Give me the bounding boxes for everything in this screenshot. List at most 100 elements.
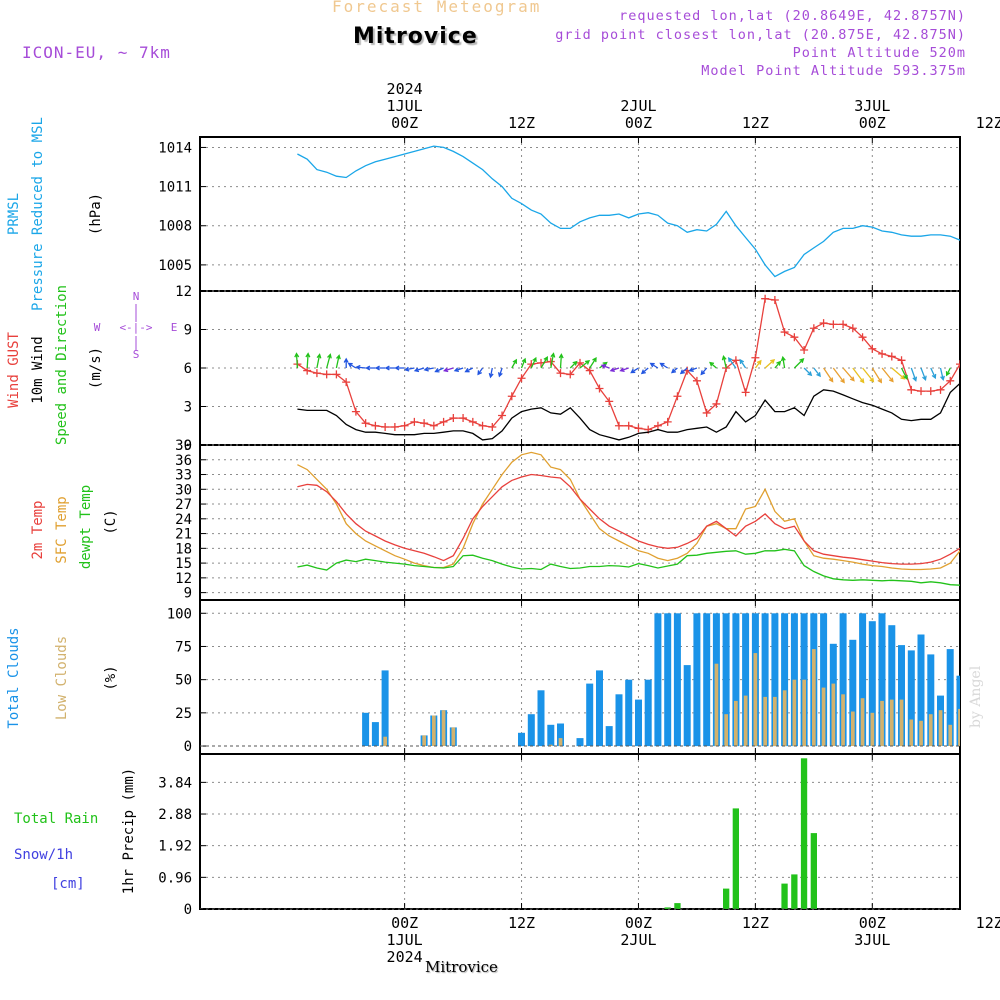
top-time-label: 00Z (391, 114, 418, 132)
gust-marker (926, 387, 935, 396)
bar-low-clouds (968, 708, 972, 747)
gust-marker (790, 333, 799, 342)
panel-label: 2m Temp (30, 500, 46, 559)
gust-marker (429, 421, 438, 430)
bottom-time-label: 12Z (508, 914, 535, 932)
y-tick-label: 9 (184, 586, 192, 602)
gust-marker (351, 407, 360, 416)
wind-direction-arrow (488, 367, 494, 379)
model-label: ICON-EU, ~ 7km (22, 43, 171, 62)
panel-label: SFC Temp (54, 496, 70, 563)
gust-marker (731, 356, 740, 365)
bar-low-clouds (743, 695, 748, 746)
bottom-time-label: 12Z (976, 914, 1000, 932)
bar-total-clouds (635, 699, 642, 747)
wind-direction-arrow (294, 352, 300, 369)
series-line-10m-wind (297, 382, 960, 441)
panel-data-clouds (200, 613, 991, 747)
wind-direction-arrow (721, 354, 727, 369)
bar-low-clouds (889, 699, 894, 747)
gust-marker (653, 421, 662, 430)
bar-low-clouds (782, 690, 787, 747)
panel-precip: 0 0.96 1.92 2.88 3.84 Total Rain Snow/1h [cm] 1h… (14, 753, 961, 918)
bar-low-clouds (987, 716, 991, 747)
wind-direction-arrow (970, 368, 982, 382)
gust-marker (634, 424, 643, 433)
top-time-label: 12Z (508, 114, 535, 132)
gust-marker (614, 421, 623, 430)
bar-total-clouds (927, 654, 935, 746)
gust-marker (342, 378, 351, 387)
footer-station-label: Mitrovice (425, 958, 498, 976)
compass-east: E (171, 321, 178, 334)
point-altitude: Point Altitude 520m (792, 45, 966, 61)
gust-marker (878, 349, 887, 358)
compass-south: S (133, 348, 140, 361)
gust-marker (439, 417, 448, 426)
gust-marker (692, 376, 701, 385)
gust-marker (410, 417, 419, 426)
bar-low-clouds (441, 710, 446, 746)
gust-marker (390, 423, 399, 432)
gust-marker (751, 353, 760, 362)
panel-frame (199, 753, 961, 910)
top-time-label: 12Z (742, 114, 769, 132)
wind-direction-arrow (900, 367, 908, 381)
bar-low-clouds (383, 736, 387, 746)
gust-marker (839, 320, 848, 329)
wind-direction-arrow (700, 367, 708, 376)
panel-data-pressure (297, 145, 960, 278)
y-tick-label: 9 (184, 323, 192, 339)
bar-low-clouds (763, 696, 767, 746)
gust-marker (361, 419, 370, 428)
y-tick-label: 15 (175, 556, 192, 572)
wind-direction-arrow (442, 367, 454, 373)
bar-low-clouds (802, 679, 806, 747)
gust-marker (985, 322, 993, 330)
bar-rain (810, 833, 817, 909)
series-line-2m-temp (297, 473, 960, 565)
gust-marker (322, 370, 331, 379)
bar-rain (781, 883, 788, 909)
bar-total-clouds (859, 613, 867, 747)
y-tick-label: 50 (175, 673, 192, 689)
y-tick-label: 39 (175, 438, 192, 454)
bar-low-clouds (870, 712, 875, 746)
bar-total-clouds (654, 613, 662, 747)
bar-total-clouds (547, 724, 555, 746)
bar-rain (791, 874, 798, 909)
top-time-label: 12Z (976, 114, 1000, 132)
wind-direction-arrow (579, 359, 591, 369)
y-tick-label: 24 (175, 512, 192, 528)
wind-direction-arrow (945, 367, 951, 377)
wind-direction-arrow (862, 367, 875, 383)
bottom-time-label: 3JUL (854, 931, 890, 949)
bar-total-clouds (596, 670, 603, 747)
bottom-time-label: 12Z (742, 914, 769, 932)
wind-direction-arrow (355, 364, 366, 370)
wind-direction-arrow (659, 362, 669, 369)
wind-direction-arrow (980, 368, 992, 384)
wind-direction-arrow (589, 356, 597, 369)
wind-direction-arrow (679, 367, 688, 375)
wind-direction-arrow (464, 367, 474, 373)
bar-total-clouds (625, 679, 633, 747)
panel-label: Low Clouds (54, 636, 70, 720)
bar-total-clouds (907, 650, 915, 746)
wind-direction-arrow (774, 360, 782, 369)
bar-low-clouds (919, 720, 923, 746)
gust-marker (848, 324, 857, 333)
gust-marker (449, 414, 458, 423)
bar-low-clouds (792, 679, 797, 747)
y-tick-label: 6 (184, 361, 192, 377)
gust-marker (624, 421, 633, 430)
gust-marker (966, 323, 974, 331)
panel-label: Total Rain (14, 811, 98, 827)
wind-direction-arrow (343, 357, 349, 368)
bar-total-clouds (742, 613, 750, 747)
wind-direction-arrow (550, 352, 556, 369)
bar-low-clouds (724, 714, 728, 747)
panel-label: Wind GUST (6, 332, 22, 408)
wind-direction-arrow (852, 367, 865, 384)
bar-low-clouds (938, 710, 943, 746)
